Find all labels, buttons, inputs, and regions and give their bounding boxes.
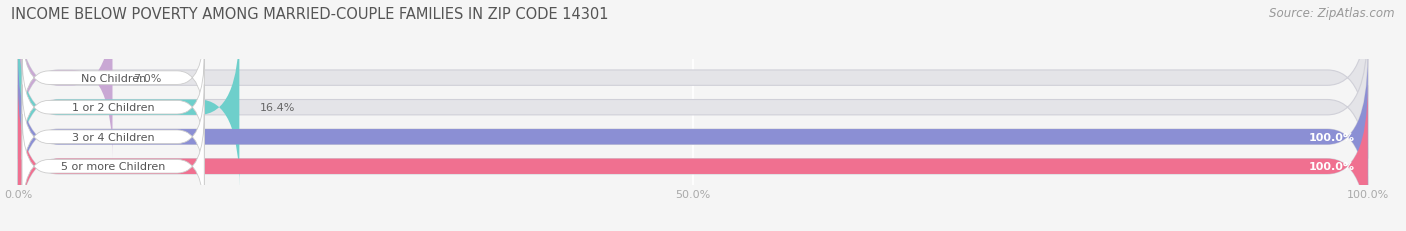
FancyBboxPatch shape (18, 27, 1368, 188)
FancyBboxPatch shape (18, 0, 112, 159)
FancyBboxPatch shape (18, 27, 239, 188)
Text: 100.0%: 100.0% (1308, 132, 1354, 142)
Text: INCOME BELOW POVERTY AMONG MARRIED-COUPLE FAMILIES IN ZIP CODE 14301: INCOME BELOW POVERTY AMONG MARRIED-COUPL… (11, 7, 609, 22)
FancyBboxPatch shape (22, 26, 204, 130)
Text: 100.0%: 100.0% (1308, 161, 1354, 172)
Text: 16.4%: 16.4% (260, 103, 295, 113)
FancyBboxPatch shape (22, 85, 204, 189)
FancyBboxPatch shape (18, 0, 1368, 159)
Text: 7.0%: 7.0% (132, 73, 162, 83)
Text: 1 or 2 Children: 1 or 2 Children (72, 103, 155, 113)
FancyBboxPatch shape (18, 57, 1368, 218)
FancyBboxPatch shape (18, 57, 1368, 218)
FancyBboxPatch shape (18, 86, 1368, 231)
Text: No Children: No Children (80, 73, 146, 83)
Text: 3 or 4 Children: 3 or 4 Children (72, 132, 155, 142)
Text: Source: ZipAtlas.com: Source: ZipAtlas.com (1270, 7, 1395, 20)
Text: 5 or more Children: 5 or more Children (60, 161, 166, 172)
FancyBboxPatch shape (22, 56, 204, 160)
FancyBboxPatch shape (22, 115, 204, 219)
FancyBboxPatch shape (18, 86, 1368, 231)
